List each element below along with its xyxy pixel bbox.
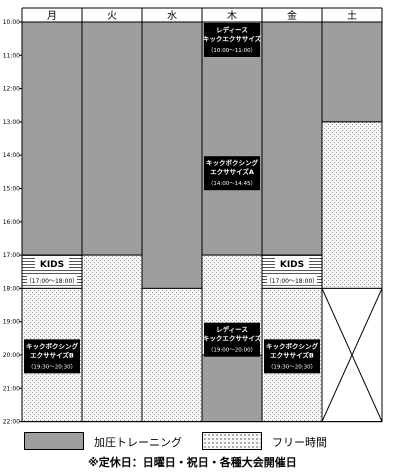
hour-label: 18:00 — [3, 285, 20, 292]
kaatsu-block — [201, 21, 263, 256]
class-box — [204, 156, 260, 191]
kids-time: （17:00～18:00） — [266, 278, 319, 285]
class-box — [24, 339, 80, 374]
hour-label: 22:00 — [3, 419, 20, 426]
kaatsu-block — [81, 21, 143, 256]
class-name: キックエクササイズ — [203, 334, 262, 343]
hour-label: 16:00 — [3, 219, 20, 226]
class-box — [204, 322, 260, 357]
day-header: 水 — [167, 10, 177, 22]
hour-label: 13:00 — [3, 119, 20, 126]
free-block — [141, 287, 203, 423]
schedule-grid — [21, 7, 383, 423]
day-header: 木 — [227, 10, 237, 22]
hour-label: 12:00 — [3, 86, 20, 93]
hour-labels: 10:00 11:00 12:00 13:00 14:00 15:00 16:00 17:00… — [3, 19, 22, 426]
kaatsu-block — [261, 21, 323, 256]
class-name: エクササイズA — [210, 167, 254, 176]
day-header: 土 — [347, 9, 357, 22]
free-block — [321, 121, 383, 289]
day-header: 月 — [47, 10, 57, 22]
class-name: エクササイズB — [270, 350, 314, 359]
kaatsu-block — [201, 354, 263, 423]
class-time: （19:30～20:30） — [268, 363, 316, 370]
closed-days-note: ※定休日：日曜日・祝日・各種大会開催日 — [88, 456, 297, 469]
class-name: レディース — [216, 25, 248, 34]
kids-time-bg — [267, 275, 317, 286]
kids-label: KIDS — [280, 260, 304, 270]
class-boxes: レディースキックエクササイズ（10:00～11:00）キックボクシングエクササイ… — [24, 23, 320, 374]
class-time: （10:00～11:00） — [208, 47, 256, 54]
hour-label: 20:00 — [3, 352, 20, 359]
kids-time-bg — [27, 275, 77, 286]
hour-label: 11:00 — [3, 52, 20, 59]
free-block — [81, 254, 143, 423]
kaatsu-block — [141, 21, 203, 289]
day-header-row: 月火水木金土 — [47, 9, 357, 22]
hour-label: 10:00 — [3, 19, 20, 26]
day-header: 金 — [287, 9, 297, 22]
class-box — [264, 339, 320, 374]
class-name: エクササイズB — [30, 350, 74, 359]
hour-label: 15:00 — [3, 186, 20, 193]
hour-label: 14:00 — [3, 152, 20, 159]
class-name: レディース — [216, 325, 248, 334]
legend-swatch-kaatsu — [24, 432, 84, 450]
kids-time: （17:00～18:00） — [26, 278, 79, 285]
class-time: （19:00～20:00） — [208, 347, 256, 354]
class-name: キックボクシング — [266, 341, 319, 350]
kaatsu-block — [21, 21, 83, 256]
hour-label: 21:00 — [3, 385, 20, 392]
hour-label: 17:00 — [3, 252, 20, 259]
schedule-table: KIDS （17:00～18:00） KIDS （17:00～18:00） 月 火 水 木 金… — [3, 7, 383, 426]
hour-label: 19:00 — [3, 319, 20, 326]
legend-label-free: フリー時間 — [272, 436, 327, 449]
legend-swatch-free — [202, 432, 262, 450]
kids-label: KIDS — [40, 260, 64, 270]
kaatsu-block — [321, 21, 383, 123]
kids-label-bg — [275, 258, 309, 270]
day-header: 火 — [107, 10, 117, 22]
class-box — [204, 23, 260, 57]
kids-label-bg — [35, 258, 69, 270]
class-time: （19:30～20:30） — [28, 363, 76, 370]
closed-cross-line — [321, 288, 383, 422]
class-name: キックボクシング — [206, 158, 259, 167]
class-name: キックボクシング — [26, 341, 79, 350]
legend-label-kaatsu: 加圧トレーニング — [94, 436, 182, 449]
class-time: （14:00～14:45） — [208, 180, 256, 187]
class-name: キックエクササイズ — [203, 34, 262, 43]
